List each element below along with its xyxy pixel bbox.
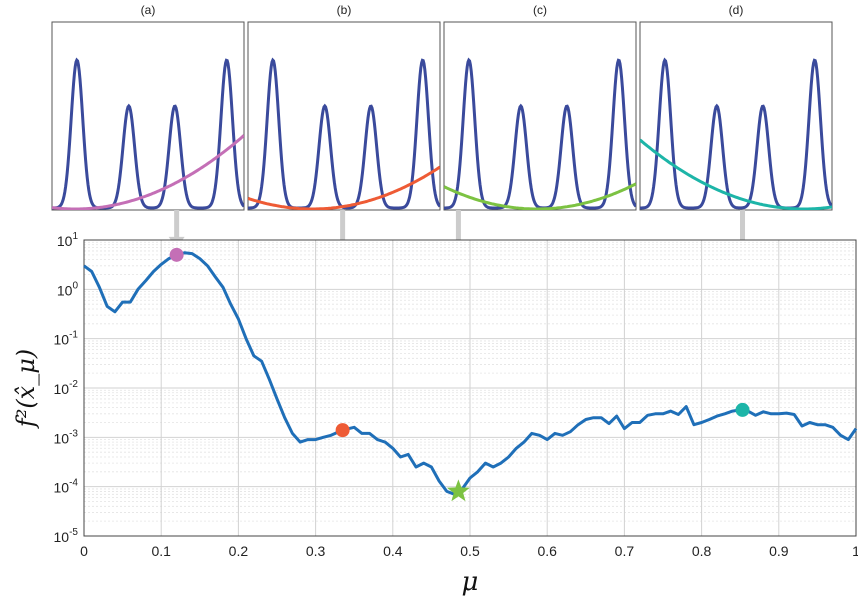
circle-marker — [169, 247, 184, 262]
inset-potential-curve — [444, 182, 636, 210]
inset-label: (b) — [337, 3, 352, 17]
circle-marker — [735, 402, 750, 417]
inset-potential-curve — [248, 165, 440, 210]
y-tick-label: 10-1 — [54, 330, 79, 348]
x-tick-label: 0.4 — [383, 543, 403, 559]
x-tick-label: 0 — [80, 543, 88, 559]
y-tick-exponent: 1 — [72, 231, 78, 242]
y-tick-base: 10 — [57, 282, 73, 298]
x-axis-label: μ — [462, 567, 479, 597]
y-tick-base: 10 — [54, 430, 70, 446]
inset-label: (d) — [729, 3, 744, 17]
y-tick-label: 100 — [57, 280, 79, 298]
x-tick-label: 0.9 — [769, 543, 789, 559]
main-plot: 0 0.1 0.2 0.3 0.4 0.5 0.6 0.7 0.8 0.9 1 10110010-1… — [12, 231, 858, 597]
x-tick-label: 0.7 — [615, 543, 635, 559]
y-tick-base: 10 — [54, 480, 70, 496]
y-tick-exponent: -2 — [69, 379, 78, 390]
star-marker — [447, 479, 470, 502]
y-tick-exponent: -5 — [69, 527, 78, 538]
inset-panel: (c) — [443, 3, 637, 211]
inset-panel: (d) — [639, 3, 833, 211]
inset-peaks-curve — [52, 57, 244, 210]
y-tick-exponent: -4 — [69, 478, 78, 489]
circle-marker — [335, 423, 350, 438]
x-tick-labels: 0 0.1 0.2 0.3 0.4 0.5 0.6 0.7 0.8 0.9 1 — [80, 543, 858, 559]
inset-panels: (a) (b) (c) (d) — [51, 3, 833, 211]
plot-frame — [83, 239, 857, 537]
inset-potential-curve — [52, 134, 244, 210]
y-tick-label: 10-4 — [54, 478, 79, 496]
inset-label: (a) — [141, 3, 156, 17]
inset-peaks-curve — [640, 57, 832, 210]
series-line — [83, 251, 858, 496]
x-tick-label: 0.8 — [692, 543, 712, 559]
x-tick-label: 0.5 — [460, 543, 480, 559]
x-tick-label: 0.2 — [229, 543, 249, 559]
y-tick-label: 101 — [57, 231, 79, 249]
y-tick-exponent: -1 — [69, 330, 78, 341]
y-tick-exponent: 0 — [72, 280, 78, 291]
inset-label: (c) — [533, 3, 547, 17]
x-tick-label: 0.3 — [306, 543, 326, 559]
y-tick-base: 10 — [54, 381, 70, 397]
y-tick-base: 10 — [54, 332, 70, 348]
y-tick-label: 10-3 — [54, 428, 79, 446]
y-tick-base: 10 — [57, 233, 73, 249]
inset-potential-curve — [640, 138, 832, 210]
x-tick-label: 0.1 — [151, 543, 171, 559]
y-tick-base: 10 — [54, 529, 70, 545]
x-tick-label: 0.6 — [537, 543, 557, 559]
y-tick-label: 10-5 — [54, 527, 79, 545]
y-tick-label: 10-2 — [54, 379, 79, 397]
inset-panel: (a) — [51, 3, 245, 211]
x-tick-label: 1 — [852, 543, 858, 559]
inset-panel: (b) — [247, 3, 441, 211]
y-axis-label: f²(x̂_μ) — [12, 349, 40, 429]
y-tick-exponent: -3 — [69, 428, 78, 439]
point-markers — [169, 247, 750, 502]
